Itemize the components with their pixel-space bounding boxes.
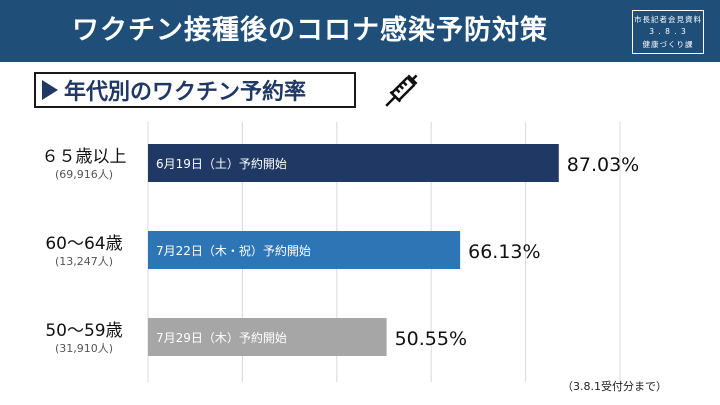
- subtitle: 年代別のワクチン予約率: [64, 80, 307, 105]
- bar: [148, 231, 461, 269]
- subtitle-box: 年代別のワクチン予約率: [34, 72, 356, 108]
- category-label: ６５歳以上: [42, 147, 127, 167]
- category-sublabel: (69,916人): [55, 168, 113, 181]
- bar-label: 7月29日（木）予約開始: [156, 330, 287, 345]
- badge-line-1: 市長記者会見資料: [634, 15, 702, 25]
- bar-label: 7月22日（木・祝）予約開始: [156, 243, 311, 258]
- bar: [148, 144, 559, 182]
- category-label: 50〜59歳: [45, 321, 122, 341]
- page-title: ワクチン接種後のコロナ感染予防対策: [72, 15, 548, 46]
- category-label: 60〜64歳: [45, 234, 122, 254]
- data-label: 66.13%: [468, 241, 540, 263]
- syringe-icon: [385, 74, 418, 107]
- press-badge: 市長記者会見資料 3 . 8 . 3 健康づくり課: [632, 10, 704, 54]
- data-label: 50.55%: [395, 328, 467, 350]
- category-sublabel: (31,910人): [55, 342, 113, 355]
- badge-line-3: 健康づくり課: [642, 39, 694, 49]
- bar-label: 6月19日（土）予約開始: [156, 156, 287, 171]
- footnote: （3.8.1受付分まで）: [562, 380, 667, 393]
- bar: [148, 318, 387, 356]
- data-label: 87.03%: [567, 154, 639, 176]
- category-sublabel: (13,247人): [55, 255, 113, 268]
- play-triangle-icon: [42, 80, 58, 100]
- header-bar: ワクチン接種後のコロナ感染予防対策 市長記者会見資料 3 . 8 . 3 健康づ…: [0, 0, 720, 62]
- badge-line-2: 3 . 8 . 3: [649, 27, 687, 37]
